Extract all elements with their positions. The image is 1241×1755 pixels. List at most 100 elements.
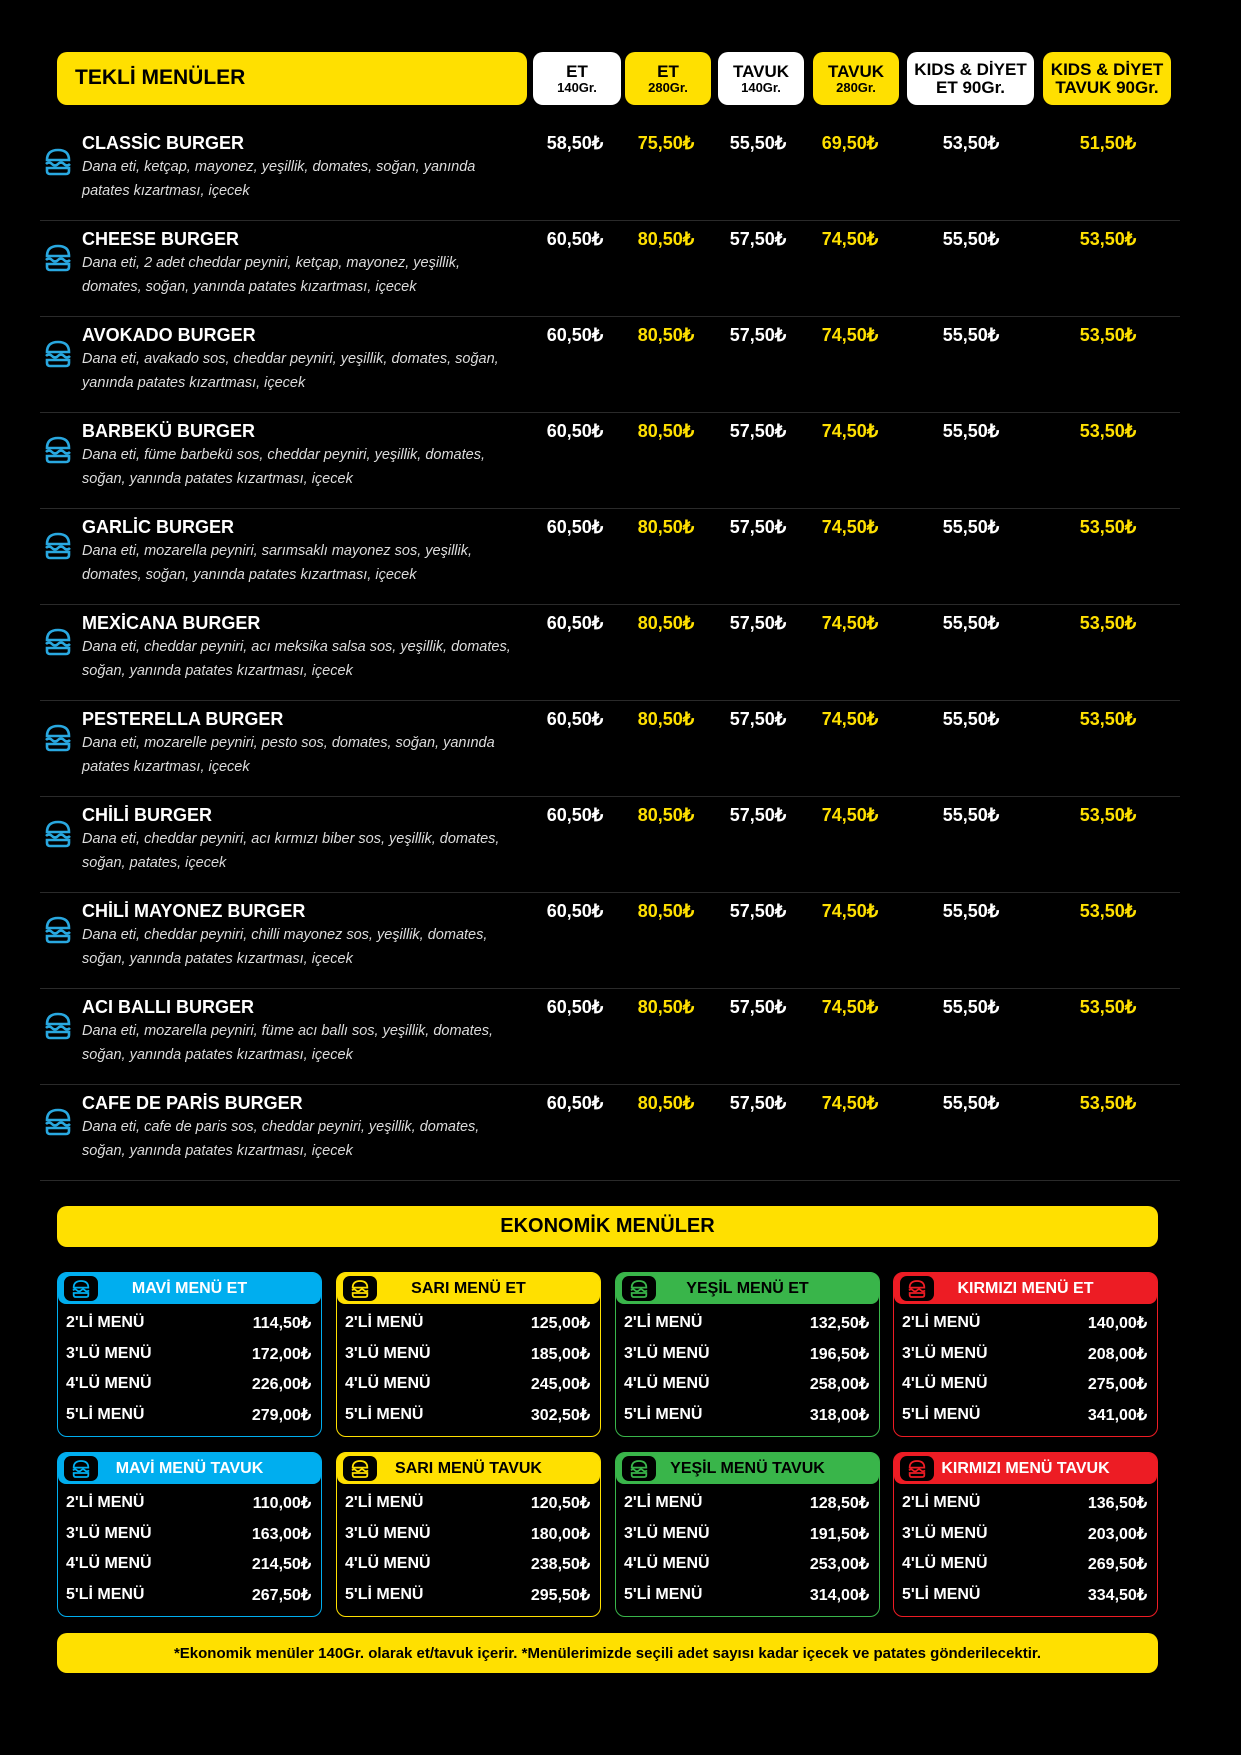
- economy-menu-label: 5'Lİ MENÜ: [902, 1585, 981, 1603]
- economy-menu-price: 314,00₺: [809, 1586, 869, 1604]
- economy-menu-row: 5'Lİ MENÜ 314,00₺: [616, 1580, 879, 1611]
- item-price: 60,50₺: [546, 517, 604, 537]
- economy-menu-row: 4'LÜ MENÜ 214,50₺: [58, 1549, 321, 1580]
- economy-menu-row: 3'LÜ MENÜ 208,00₺: [894, 1339, 1157, 1370]
- economy-menu-label: 4'LÜ MENÜ: [902, 1375, 988, 1393]
- item-price: 53,50₺: [942, 133, 1000, 153]
- economy-menu-price: 114,50₺: [252, 1315, 311, 1333]
- item-price: 57,50₺: [729, 1093, 787, 1113]
- column-header-line2: ET 90Gr.: [936, 77, 1005, 97]
- item-description: Dana eti, mozarelle peyniri, pesto sos, …: [82, 735, 495, 775]
- burger-icon: [43, 627, 73, 657]
- item-price: 51,50₺: [1079, 133, 1137, 153]
- item-name: BARBEKÜ BURGER: [82, 421, 256, 441]
- item-price: 60,50₺: [546, 325, 604, 345]
- item-description: Dana eti, füme barbekü sos, cheddar peyn…: [82, 447, 485, 487]
- burger-icon: [43, 915, 73, 945]
- item-price: 53,50₺: [1079, 325, 1137, 345]
- economy-menu-label: 4'LÜ MENÜ: [902, 1555, 988, 1573]
- column-header-line1: TAVUK: [732, 61, 790, 81]
- column-header-line1: ET: [657, 61, 679, 81]
- economy-menu-row: 5'Lİ MENÜ 334,50₺: [894, 1580, 1157, 1611]
- item-price: 80,50₺: [637, 517, 695, 537]
- item-price: 74,50₺: [821, 1093, 879, 1113]
- menu-item: CLASSİC BURGER Dana eti, ketçap, mayonez…: [40, 125, 1180, 221]
- economy-menu-label: 5'Lİ MENÜ: [624, 1585, 703, 1603]
- section-title-single-menus: TEKLİ MENÜLER: [57, 52, 527, 105]
- economy-menu-label: 3'LÜ MENÜ: [624, 1344, 710, 1362]
- item-price: 55,50₺: [942, 421, 1000, 441]
- economy-menu-price: 279,00₺: [251, 1406, 311, 1424]
- item-price: 80,50₺: [637, 421, 695, 441]
- item-price: 53,50₺: [1079, 421, 1137, 441]
- item-price: 55,50₺: [729, 133, 787, 153]
- economy-menu-price: 180,00₺: [530, 1525, 590, 1543]
- item-price: 53,50₺: [1079, 805, 1137, 825]
- item-price: 80,50₺: [637, 229, 695, 249]
- economy-menu-price: 185,00₺: [530, 1345, 590, 1363]
- economy-box-title: SARI MENÜ TAVUK: [395, 1459, 542, 1477]
- item-price: 55,50₺: [942, 805, 1000, 825]
- item-price: 57,50₺: [729, 229, 787, 249]
- economy-menu-row: 4'LÜ MENÜ 258,00₺: [616, 1369, 879, 1400]
- economy-menu-price: 172,00₺: [251, 1345, 311, 1363]
- economy-menu-row: 4'LÜ MENÜ 226,00₺: [58, 1369, 321, 1400]
- economy-menu-price: 140,00₺: [1087, 1315, 1147, 1333]
- economy-menu-price: 258,00₺: [809, 1376, 869, 1394]
- item-price: 53,50₺: [1079, 613, 1137, 633]
- economy-menu-row: 3'LÜ MENÜ 191,50₺: [616, 1519, 879, 1550]
- item-price: 75,50₺: [637, 133, 695, 153]
- column-header-line1: TAVUK: [827, 61, 885, 81]
- economy-menu-row: 4'LÜ MENÜ 238,50₺: [337, 1549, 600, 1580]
- economy-menu-row: 3'LÜ MENÜ 163,00₺: [58, 1519, 321, 1550]
- economy-box-title: MAVİ MENÜ TAVUK: [115, 1459, 264, 1477]
- item-description: Dana eti, ketçap, mayonez, yeşillik, dom…: [82, 159, 476, 199]
- economy-menu-price: 318,00₺: [809, 1406, 869, 1424]
- economy-box-title: YEŞİL MENÜ TAVUK: [670, 1459, 825, 1477]
- economy-box-title: MAVİ MENÜ ET: [131, 1279, 248, 1297]
- economy-menu-price: 120,50₺: [530, 1495, 590, 1513]
- economy-menu-label: 3'LÜ MENÜ: [902, 1524, 988, 1542]
- burger-icon: [43, 531, 73, 561]
- item-price: 57,50₺: [729, 613, 787, 633]
- economy-menu-label: 3'LÜ MENÜ: [902, 1344, 988, 1362]
- item-price: 55,50₺: [942, 325, 1000, 345]
- item-price: 57,50₺: [729, 997, 787, 1017]
- economy-box-header: YEŞİL MENÜ ET: [616, 1273, 879, 1304]
- economy-menu-label: 2'Lİ MENÜ: [902, 1494, 981, 1512]
- item-price: 74,50₺: [821, 613, 879, 633]
- economy-menu-row: 2'Lİ MENÜ 125,00₺: [337, 1308, 600, 1339]
- economy-menu-box: YEŞİL MENÜ ET 2'Lİ MENÜ 132,50₺ 3'LÜ MENÜ 19…: [615, 1272, 880, 1437]
- column-header-line1: ET: [566, 61, 588, 81]
- column-header: ET 280Gr.: [625, 52, 711, 105]
- economy-box-header: KIRMIZI MENÜ TAVUK: [894, 1453, 1157, 1484]
- item-name: CHİLİ MAYONEZ BURGER: [82, 901, 306, 921]
- item-description: Dana eti, mozarella peyniri, füme acı ba…: [82, 1023, 494, 1063]
- economy-menu-label: 3'LÜ MENÜ: [66, 1344, 152, 1362]
- burger-icon: [343, 1276, 377, 1301]
- burger-icon: [43, 819, 73, 849]
- item-name: CHEESE BURGER: [82, 229, 240, 249]
- economy-menu-row: 2'Lİ MENÜ 110,00₺: [58, 1488, 321, 1519]
- item-price: 53,50₺: [1079, 997, 1137, 1017]
- item-price: 55,50₺: [942, 517, 1000, 537]
- item-price: 53,50₺: [1079, 229, 1137, 249]
- economy-menu-box: SARI MENÜ TAVUK 2'Lİ MENÜ 120,50₺ 3'LÜ MENÜ…: [336, 1452, 601, 1617]
- item-price: 80,50₺: [637, 901, 695, 921]
- burger-icon: [622, 1456, 656, 1481]
- economy-menu-row: 3'LÜ MENÜ 185,00₺: [337, 1339, 600, 1370]
- economy-menu-row: 2'Lİ MENÜ 114,50₺: [58, 1308, 321, 1339]
- economy-menu-label: 5'Lİ MENÜ: [345, 1405, 424, 1423]
- item-price: 55,50₺: [942, 997, 1000, 1017]
- economy-menu-price: 253,00₺: [809, 1556, 869, 1574]
- item-price: 74,50₺: [821, 229, 879, 249]
- menu-item: BARBEKÜ BURGER Dana eti, füme barbekü so…: [40, 413, 1180, 509]
- menu-item: ACI BALLI BURGER Dana eti, mozarella pey…: [40, 989, 1180, 1085]
- economy-menu-price: 269,50₺: [1087, 1556, 1147, 1574]
- economy-menu-price: 203,00₺: [1087, 1525, 1147, 1543]
- burger-icon: [64, 1276, 98, 1301]
- economy-menu-price: 136,50₺: [1087, 1495, 1147, 1513]
- burger-icon: [343, 1456, 377, 1481]
- burger-icon: [622, 1276, 656, 1301]
- burger-icon: [900, 1276, 934, 1301]
